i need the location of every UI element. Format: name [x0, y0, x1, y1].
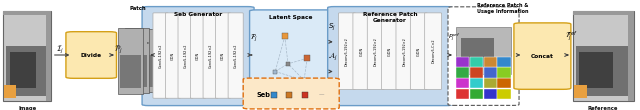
Text: Conv5-192×2: Conv5-192×2: [159, 43, 163, 68]
FancyBboxPatch shape: [203, 13, 218, 98]
Bar: [470, 89, 483, 99]
Bar: [573, 11, 634, 15]
Text: Deconv5-192×2: Deconv5-192×2: [345, 37, 349, 66]
Bar: [10, 52, 36, 88]
Text: —: —: [319, 92, 324, 97]
Text: GDN: GDN: [221, 51, 225, 60]
FancyBboxPatch shape: [153, 13, 168, 98]
Bar: [3, 11, 51, 101]
Bar: [131, 29, 156, 92]
Text: Conv5-192×2: Conv5-192×2: [184, 43, 188, 68]
Bar: [470, 78, 483, 88]
FancyBboxPatch shape: [410, 13, 428, 89]
Text: IGDN: IGDN: [388, 47, 392, 56]
Text: Image
Subset: Image Subset: [17, 106, 38, 110]
Text: IGDN: IGDN: [360, 47, 364, 56]
FancyBboxPatch shape: [250, 10, 333, 102]
Bar: [118, 28, 143, 94]
Bar: [484, 57, 497, 67]
Text: Seb: Seb: [257, 92, 271, 98]
Text: $\mathcal{A}_j$: $\mathcal{A}_j$: [328, 50, 338, 63]
Text: $P_j^{ref}$: $P_j^{ref}$: [448, 32, 461, 44]
Text: $\mathcal{I}_j$: $\mathcal{I}_j$: [56, 43, 64, 56]
Bar: [484, 78, 497, 88]
FancyBboxPatch shape: [339, 13, 355, 89]
FancyBboxPatch shape: [448, 7, 519, 105]
Bar: [456, 78, 469, 88]
FancyBboxPatch shape: [367, 13, 384, 89]
Bar: [574, 85, 587, 98]
Text: Concat: Concat: [531, 54, 554, 59]
Text: Conv5-192×2: Conv5-192×2: [209, 43, 212, 68]
Bar: [456, 89, 469, 99]
FancyBboxPatch shape: [142, 7, 254, 106]
Text: Divide: Divide: [81, 52, 102, 58]
FancyBboxPatch shape: [66, 32, 116, 78]
Text: Conv5-192×2: Conv5-192×2: [234, 43, 237, 68]
Bar: [497, 78, 511, 88]
Bar: [576, 46, 630, 96]
Text: ': ': [146, 41, 148, 47]
Bar: [120, 55, 141, 88]
Text: Deconv5-192×2: Deconv5-192×2: [403, 37, 406, 66]
FancyBboxPatch shape: [514, 23, 571, 89]
Bar: [628, 11, 634, 101]
Bar: [484, 67, 497, 78]
Bar: [573, 11, 634, 101]
Bar: [456, 27, 511, 74]
Text: $\mathcal{T}_j^{ref}$: $\mathcal{T}_j^{ref}$: [565, 29, 578, 44]
Text: $\mathcal{P}_j$: $\mathcal{P}_j$: [114, 43, 123, 56]
FancyBboxPatch shape: [166, 13, 180, 98]
Bar: [125, 28, 149, 93]
FancyBboxPatch shape: [228, 13, 243, 98]
FancyBboxPatch shape: [396, 13, 413, 89]
FancyBboxPatch shape: [178, 13, 193, 98]
Bar: [456, 67, 469, 78]
Text: Seb Generator: Seb Generator: [174, 12, 222, 17]
Text: Deconv5-C×2: Deconv5-C×2: [431, 39, 435, 63]
Bar: [456, 57, 469, 67]
Text: Latent Space: Latent Space: [269, 15, 313, 20]
Text: Reference Patch &
Usage Information: Reference Patch & Usage Information: [477, 3, 529, 15]
Bar: [470, 57, 483, 67]
Bar: [497, 57, 511, 67]
FancyBboxPatch shape: [425, 13, 442, 89]
FancyBboxPatch shape: [191, 13, 205, 98]
Bar: [4, 85, 16, 98]
Text: GDN: GDN: [171, 51, 175, 60]
Bar: [127, 55, 147, 87]
Bar: [133, 55, 154, 87]
Text: $\mathcal{F}_j$: $\mathcal{F}_j$: [250, 32, 257, 44]
FancyBboxPatch shape: [381, 13, 399, 89]
Text: IGDN: IGDN: [417, 47, 420, 56]
Text: $S_j$: $S_j$: [328, 21, 336, 33]
Bar: [497, 67, 511, 78]
Text: GDN: GDN: [196, 51, 200, 60]
Text: Deconv5-192×2: Deconv5-192×2: [374, 37, 378, 66]
FancyBboxPatch shape: [216, 13, 230, 98]
Bar: [6, 46, 48, 96]
Text: Patch: Patch: [130, 6, 147, 11]
FancyBboxPatch shape: [353, 13, 370, 89]
Text: Reference Patch
Generator: Reference Patch Generator: [363, 12, 417, 23]
Bar: [3, 11, 51, 15]
Bar: [497, 89, 511, 99]
Bar: [461, 38, 494, 67]
Bar: [579, 52, 612, 88]
Bar: [470, 67, 483, 78]
Bar: [484, 89, 497, 99]
Text: Reference
Image: Reference Image: [588, 106, 618, 110]
FancyBboxPatch shape: [243, 78, 339, 109]
FancyBboxPatch shape: [328, 7, 452, 106]
Bar: [46, 11, 51, 101]
